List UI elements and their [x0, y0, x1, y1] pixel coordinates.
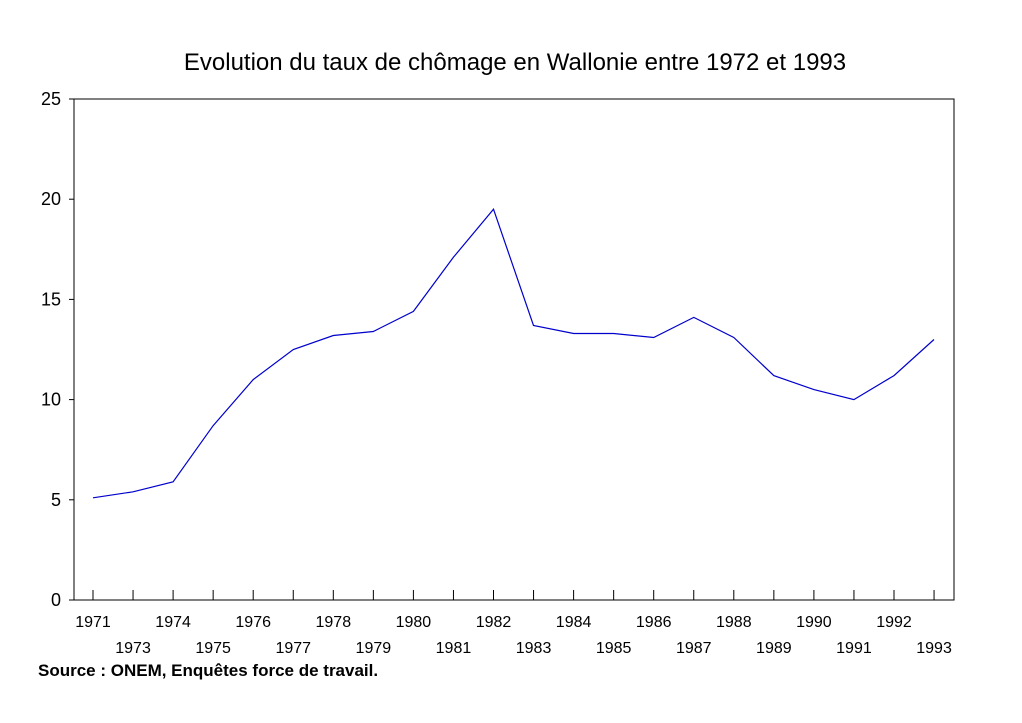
y-tick-label: 15 — [41, 289, 61, 309]
x-tick-label: 1989 — [756, 640, 792, 657]
y-tick-label: 25 — [41, 89, 61, 109]
x-tick-label: 1980 — [396, 614, 432, 631]
x-tick-label: 1992 — [876, 614, 912, 631]
x-tick-label: 1987 — [676, 640, 712, 657]
x-axis: 1971 1974 1976 1978 1980 1982 1984 1986 1988 1990… — [75, 590, 952, 657]
plot-frame — [73, 98, 955, 601]
x-tick-label: 1977 — [275, 640, 311, 657]
x-tick-label: 1976 — [235, 614, 271, 631]
x-tick-label: 1985 — [596, 640, 632, 657]
x-tick-label: 1978 — [316, 614, 352, 631]
y-tick-label: 5 — [51, 490, 61, 510]
y-tick-label: 20 — [41, 189, 61, 209]
x-tick-label: 1973 — [115, 640, 151, 657]
x-tick-label: 1983 — [516, 640, 552, 657]
y-tick-label: 0 — [51, 590, 61, 610]
x-tick-label: 1986 — [636, 614, 672, 631]
y-tick-label: 10 — [41, 390, 61, 410]
source-note: Source : ONEM, Enquêtes force de travail… — [38, 661, 378, 680]
x-tick-label: 1982 — [476, 614, 512, 631]
series-line — [92, 207, 935, 499]
x-tick-label: 1984 — [556, 614, 592, 631]
x-tick-label: 1975 — [195, 640, 231, 657]
x-tick-label: 1981 — [436, 640, 472, 657]
chart-title: Evolution du taux de chômage en Wallonie… — [184, 49, 846, 76]
x-tick-label: 1988 — [716, 614, 752, 631]
x-tick-label: 1993 — [916, 640, 952, 657]
y-axis: 0 5 10 15 20 25 — [41, 89, 74, 610]
x-tick-label: 1990 — [796, 614, 832, 631]
x-tick-label: 1974 — [155, 614, 191, 631]
x-tick-label: 1971 — [75, 614, 111, 631]
x-tick-label: 1991 — [836, 640, 872, 657]
x-tick-label: 1979 — [356, 640, 392, 657]
